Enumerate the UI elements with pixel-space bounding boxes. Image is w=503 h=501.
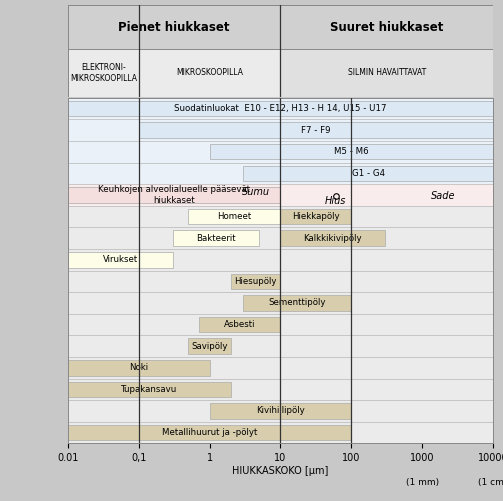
Text: Virukset: Virukset: [103, 255, 138, 264]
Text: Bakteerit: Bakteerit: [196, 233, 235, 242]
Text: Savipöly: Savipöly: [191, 342, 228, 351]
Text: Suuret hiukkaset: Suuret hiukkaset: [330, 21, 443, 34]
Bar: [199, 317, 280, 332]
Bar: [68, 379, 493, 400]
Bar: [188, 338, 231, 354]
Bar: [68, 5, 281, 49]
Text: Kivihiilipöly: Kivihiilipöly: [256, 406, 305, 415]
Bar: [210, 403, 351, 419]
Text: Pienet hiukkaset: Pienet hiukkaset: [118, 21, 230, 34]
Text: Sementtipöly: Sementtipöly: [269, 299, 326, 308]
Text: Sumu: Sumu: [242, 187, 270, 197]
Bar: [139, 122, 493, 138]
Text: Sade: Sade: [431, 191, 456, 201]
Bar: [243, 165, 493, 181]
Bar: [68, 422, 493, 443]
Bar: [68, 357, 493, 379]
Bar: [68, 49, 139, 97]
Bar: [68, 119, 493, 141]
Bar: [173, 230, 259, 246]
Text: Kalkkikivipöly: Kalkkikivipöly: [303, 233, 362, 242]
Bar: [68, 382, 231, 397]
Text: Hius: Hius: [325, 196, 346, 206]
Text: (1 mm): (1 mm): [405, 478, 439, 487]
Text: G1 - G4: G1 - G4: [352, 169, 385, 178]
Bar: [68, 184, 493, 206]
X-axis label: HIUKKASKOKO [μm]: HIUKKASKOKO [μm]: [232, 466, 328, 476]
Text: Metallihuurut ja -pölyt: Metallihuurut ja -pölyt: [162, 428, 257, 437]
Bar: [68, 162, 493, 184]
Bar: [68, 187, 280, 203]
Bar: [68, 271, 493, 292]
Text: SILMIN HAVAITTAVAT: SILMIN HAVAITTAVAT: [348, 68, 426, 77]
Bar: [210, 144, 493, 159]
Text: Suodatinluokat  E10 - E12, H13 - H 14, U15 - U17: Suodatinluokat E10 - E12, H13 - H 14, U1…: [174, 104, 387, 113]
Bar: [68, 98, 493, 119]
Text: Noki: Noki: [129, 363, 148, 372]
Bar: [68, 249, 493, 271]
Bar: [280, 209, 351, 224]
Bar: [68, 425, 351, 440]
Bar: [188, 209, 280, 224]
Text: (1 cm): (1 cm): [478, 478, 503, 487]
Bar: [280, 230, 385, 246]
Bar: [243, 295, 351, 311]
Text: Homeet: Homeet: [217, 212, 252, 221]
Text: MIKROSKOOPILLA: MIKROSKOOPILLA: [176, 68, 243, 77]
Text: Hiekkapöly: Hiekkapöly: [292, 212, 340, 221]
Text: Asbesti: Asbesti: [224, 320, 255, 329]
Text: Tupakansavu: Tupakansavu: [121, 385, 178, 394]
Bar: [68, 314, 493, 335]
Bar: [68, 360, 210, 376]
Bar: [231, 274, 280, 289]
Bar: [68, 206, 493, 227]
Bar: [281, 5, 493, 49]
Text: Keuhkojen alveolialueelle pääsevät
hiukkaset: Keuhkojen alveolialueelle pääsevät hiukk…: [98, 185, 250, 204]
Bar: [68, 335, 493, 357]
Bar: [68, 252, 173, 268]
Bar: [68, 292, 493, 314]
Bar: [68, 141, 493, 162]
Bar: [281, 49, 493, 97]
Bar: [68, 101, 493, 116]
Bar: [68, 227, 493, 249]
Bar: [68, 400, 493, 422]
Text: F7 - F9: F7 - F9: [301, 126, 330, 135]
Text: ELEKTRONI-
MIKROSKOOPILLA: ELEKTRONI- MIKROSKOOPILLA: [70, 63, 137, 83]
Text: M5 - M6: M5 - M6: [334, 147, 369, 156]
Bar: [139, 49, 281, 97]
Text: Hiesupöly: Hiesupöly: [234, 277, 277, 286]
